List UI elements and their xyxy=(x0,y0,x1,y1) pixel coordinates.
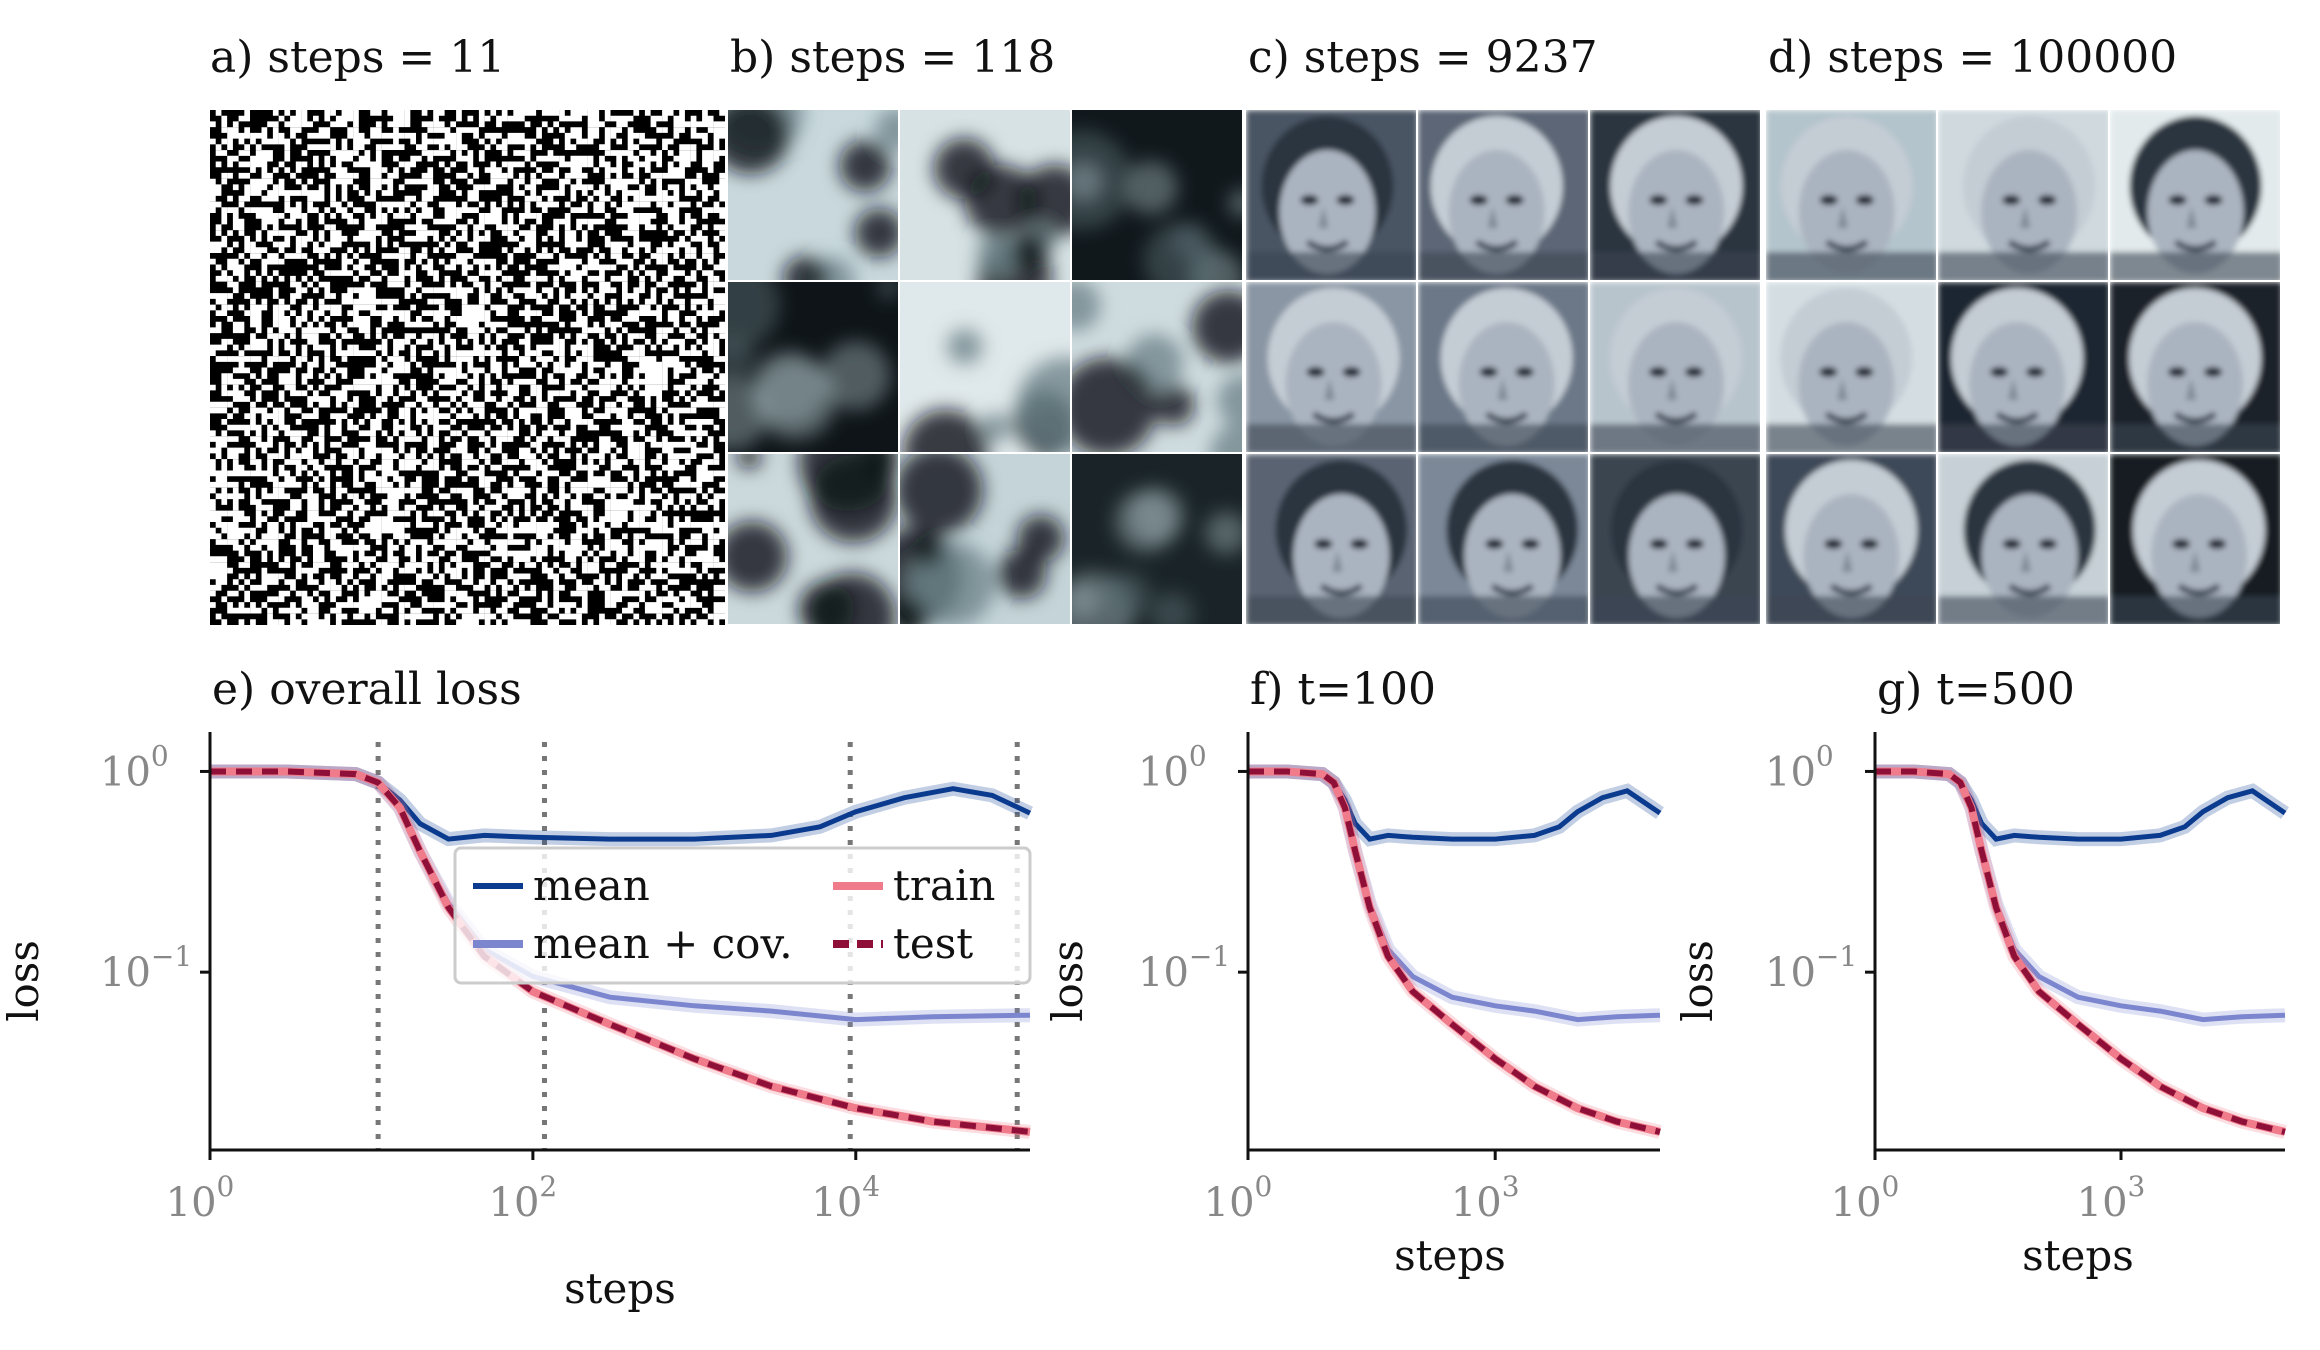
chart-title: e) overall loss xyxy=(212,664,522,715)
series-line-train xyxy=(1248,767,1661,1136)
legend-item: mean xyxy=(473,861,650,910)
face-tile xyxy=(1766,454,1936,624)
face-tile xyxy=(1418,110,1588,280)
blob-tile xyxy=(900,454,1070,624)
y-tick-label: 10−1 xyxy=(1138,940,1230,996)
y-axis-label: loss xyxy=(0,940,48,1022)
x-tick-label: 103 xyxy=(1451,1170,1520,1226)
blob-tile xyxy=(728,454,898,624)
face-tile xyxy=(1938,454,2108,624)
series-band xyxy=(210,764,1033,847)
series-band xyxy=(1875,764,2287,1139)
panel-c-face-grid-image xyxy=(1246,110,1760,624)
face-tile xyxy=(1246,454,1416,624)
blob-tile xyxy=(900,110,1070,280)
face-tile xyxy=(2110,110,2280,280)
series-band xyxy=(1875,764,2289,847)
y-tick-label: 10−1 xyxy=(100,940,192,996)
series-band xyxy=(1248,764,1661,1027)
face-tile xyxy=(1246,282,1416,452)
y-tick-label: 10−1 xyxy=(1765,940,1857,996)
svg-text:test: test xyxy=(893,919,973,968)
face-tile xyxy=(1246,110,1416,280)
x-tick-label: 104 xyxy=(811,1170,880,1226)
panel-a-title: a) steps = 11 xyxy=(210,32,505,83)
y-axis-label: loss xyxy=(1043,940,1092,1022)
face-tile xyxy=(2110,282,2280,452)
face-tile xyxy=(1590,110,1760,280)
blob-tile xyxy=(728,110,898,280)
series-line-test xyxy=(1875,768,2286,1135)
panel-c-title: c) steps = 9237 xyxy=(1248,32,1598,83)
face-tile xyxy=(1590,282,1760,452)
panel-b-title: b) steps = 118 xyxy=(730,32,1055,83)
x-axis-label: steps xyxy=(1394,1231,1506,1280)
x-axis-label: steps xyxy=(564,1264,676,1313)
y-axis-label: loss xyxy=(1673,940,1722,1022)
y-tick-label: 100 xyxy=(1138,739,1207,795)
legend: mean mean + cov. train test xyxy=(453,846,1032,985)
x-tick-label: 100 xyxy=(1204,1170,1273,1226)
face-tile xyxy=(1766,282,1936,452)
face-tile xyxy=(1418,454,1588,624)
blob-tile xyxy=(900,282,1070,452)
series-line-train xyxy=(1875,767,2286,1136)
svg-text:mean + cov.: mean + cov. xyxy=(533,919,793,968)
series-line-mean xyxy=(210,769,1032,842)
face-tile xyxy=(1938,282,2108,452)
legend-item: mean + cov. xyxy=(473,919,793,968)
legend-item: test xyxy=(833,919,973,968)
panel-d-title: d) steps = 100000 xyxy=(1768,32,2177,83)
y-tick-label: 100 xyxy=(100,739,169,795)
blob-tile xyxy=(1072,110,1242,280)
series-line-test xyxy=(1248,768,1661,1135)
noise-pixels xyxy=(210,110,726,626)
x-tick-label: 103 xyxy=(2077,1170,2146,1226)
chart-e-overall-loss: e) overall loss 100 102 104 100 10−1 steps loss… xyxy=(0,664,1033,1313)
x-tick-label: 100 xyxy=(1831,1170,1900,1226)
panel-a-noise-image xyxy=(210,110,726,626)
face-tile xyxy=(1418,282,1588,452)
chart-title: g) t=500 xyxy=(1877,664,2075,715)
chart-title: f) t=100 xyxy=(1250,664,1436,715)
svg-text:train: train xyxy=(893,861,995,910)
blob-tile xyxy=(1072,454,1242,624)
blob-tile xyxy=(728,282,898,452)
x-axis-label: steps xyxy=(2022,1231,2134,1280)
chart-g-t500: g) t=500 100 103 100 10−1 steps loss xyxy=(1673,664,2289,1280)
face-tile xyxy=(1590,454,1760,624)
x-tick-label: 102 xyxy=(489,1170,558,1226)
panel-d-face-grid-image xyxy=(1766,110,2280,624)
legend-item: train xyxy=(833,861,995,910)
panel-b-blob-grid-image xyxy=(728,110,1246,626)
chart-f-t100: f) t=100 100 103 100 10−1 steps loss xyxy=(1043,664,1664,1280)
x-tick-label: 100 xyxy=(166,1170,235,1226)
face-tile xyxy=(1766,110,1936,280)
series-band xyxy=(1875,764,2286,1027)
svg-text:mean: mean xyxy=(533,861,650,910)
blob-tile xyxy=(1072,282,1242,452)
face-tile xyxy=(2110,454,2280,624)
series-line-mean-cov- xyxy=(1248,769,1661,1023)
series-line-mean-cov- xyxy=(1875,769,2286,1023)
series-band xyxy=(1248,764,1664,847)
series-band xyxy=(1248,764,1662,1139)
face-tile xyxy=(1938,110,2108,280)
y-tick-label: 100 xyxy=(1765,739,1834,795)
